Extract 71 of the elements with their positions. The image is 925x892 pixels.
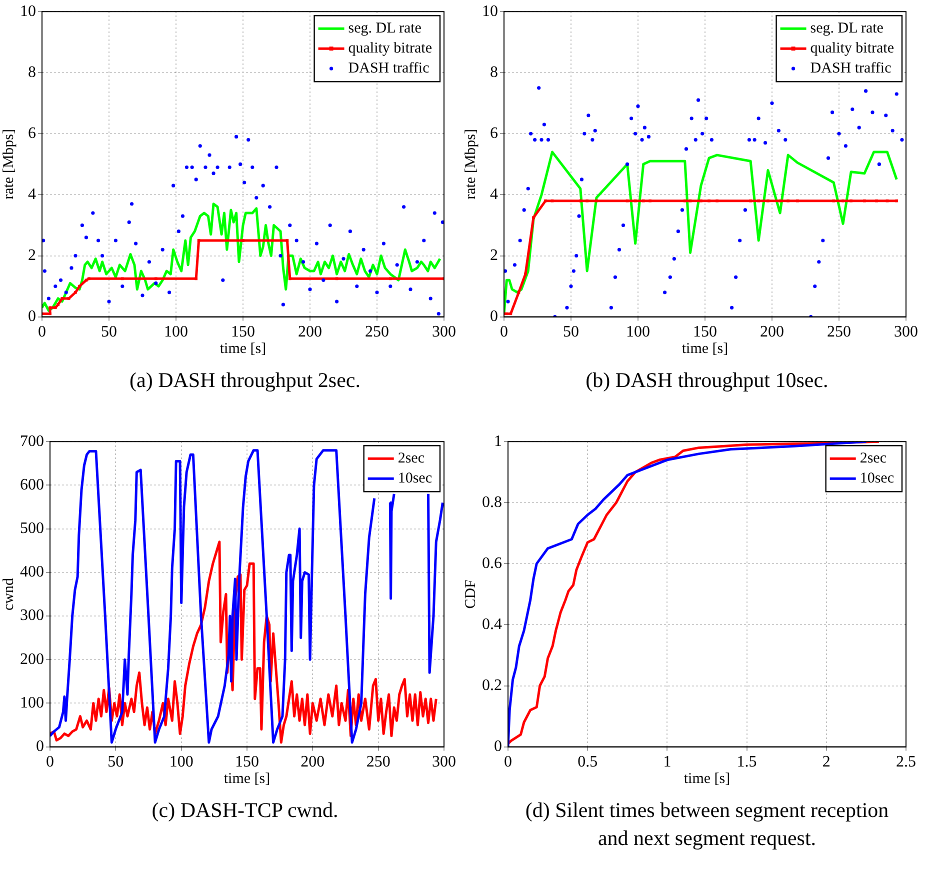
x-tick-label: 150 [693, 324, 717, 341]
y-tick-label: 0 [494, 738, 502, 756]
x-tick-label: 200 [760, 324, 784, 341]
x-tick-label: 50 [101, 324, 117, 341]
x-tick-label: 2 [822, 754, 830, 771]
y-tick-label: 0 [28, 308, 36, 326]
text: (c) DASH-TCP cwnd. [150, 797, 340, 824]
x-axis-title: time [s] [684, 770, 730, 787]
legend-label: quality bitrate [810, 40, 894, 57]
legend-label: DASH traffic [348, 60, 430, 77]
y-tick-label: 8 [490, 64, 498, 81]
x-tick-label: 100 [164, 324, 188, 341]
y-tick-label: 10 [20, 2, 36, 20]
x-axis-title: time [s] [220, 340, 266, 357]
legend-label: DASH traffic [810, 60, 892, 77]
text: (a) DASH throughput 2sec. [128, 367, 362, 394]
legend-label: quality bitrate [348, 40, 432, 57]
y-tick-label: 0 [490, 308, 498, 326]
x-tick-label: 0.5 [578, 754, 598, 771]
y-tick-label: 6 [28, 124, 36, 142]
x-axis-title: time [s] [224, 770, 270, 787]
y-tick-label: 4 [490, 186, 498, 203]
x-tick-label: 200 [298, 324, 322, 341]
x-tick-label: 2.5 [896, 754, 916, 771]
y-tick-label: 100 [20, 694, 44, 712]
y-tick-label: 10 [482, 2, 498, 20]
y-tick-label: 6 [490, 124, 498, 142]
x-tick-label: 300 [432, 754, 456, 771]
y-tick-label: 2 [490, 246, 498, 264]
y-tick-label: 500 [20, 520, 44, 538]
y-axis-title: rate [Mbps] [462, 128, 479, 200]
x-tick-label: 1.5 [736, 754, 757, 771]
y-axis-title: cwnd [0, 577, 17, 610]
y-tick-label: 700 [20, 432, 44, 450]
x-tick-label: 200 [300, 754, 325, 771]
x-tick-label: 300 [432, 324, 456, 341]
x-axis-title: time [s] [682, 340, 728, 357]
x-tick-label: 1 [663, 754, 672, 771]
x-tick-label: 250 [827, 324, 851, 341]
legend-label: 10sec [398, 470, 432, 487]
y-tick-label: 600 [20, 476, 44, 494]
x-tick-label: 100 [626, 324, 650, 341]
x-tick-label: 50 [563, 324, 579, 341]
text: (b) DASH throughput 10sec. [584, 367, 830, 394]
y-tick-label: 400 [20, 564, 44, 581]
y-tick-label: 200 [20, 650, 44, 668]
x-tick-label: 100 [169, 754, 194, 771]
text: (d) Silent times between segment reception and next segment request. [524, 797, 890, 852]
x-tick-label: 250 [366, 754, 390, 771]
x-tick-label: 50 [108, 754, 124, 771]
legend-label: 2sec [398, 450, 425, 467]
legend-label: 2sec [860, 450, 887, 467]
x-tick-label: 150 [231, 324, 255, 341]
legend-label: seg. DL rate [810, 20, 884, 37]
y-tick-label: 0.6 [482, 554, 502, 572]
y-axis-title: CDF [462, 580, 479, 609]
y-tick-label: 0.2 [482, 676, 502, 694]
y-tick-label: 300 [20, 607, 44, 624]
y-tick-label: 0.4 [482, 616, 502, 633]
legend-label: 10sec [860, 470, 894, 487]
y-tick-label: 1 [494, 432, 502, 450]
legend-label: seg. DL rate [348, 20, 422, 37]
y-tick-label: 8 [28, 64, 36, 81]
y-tick-label: 0.8 [482, 494, 502, 511]
x-tick-label: 300 [894, 324, 918, 341]
y-tick-label: 0 [36, 738, 44, 756]
x-tick-label: 150 [235, 754, 259, 771]
y-tick-label: 2 [28, 246, 36, 264]
y-tick-label: 4 [28, 186, 36, 203]
y-axis-title: rate [Mbps] [0, 128, 17, 200]
x-tick-label: 250 [365, 324, 389, 341]
